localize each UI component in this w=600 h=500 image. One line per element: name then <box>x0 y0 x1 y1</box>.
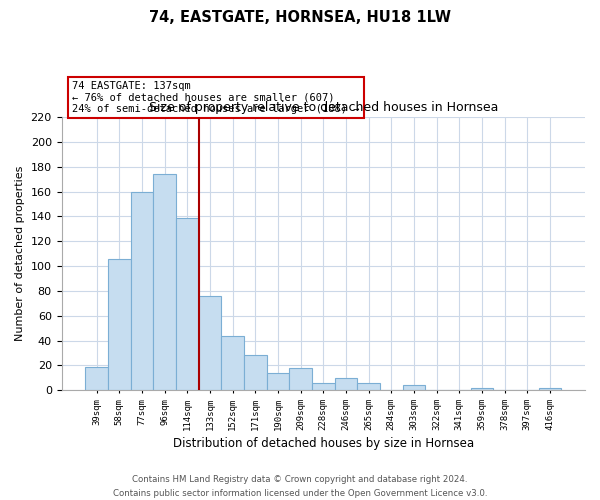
Bar <box>108 258 131 390</box>
Bar <box>470 388 493 390</box>
Bar <box>221 336 244 390</box>
Text: 74 EASTGATE: 137sqm
← 76% of detached houses are smaller (607)
24% of semi-detac: 74 EASTGATE: 137sqm ← 76% of detached ho… <box>72 81 359 114</box>
Bar <box>154 174 176 390</box>
Title: Size of property relative to detached houses in Hornsea: Size of property relative to detached ho… <box>149 102 498 114</box>
Text: Contains HM Land Registry data © Crown copyright and database right 2024.
Contai: Contains HM Land Registry data © Crown c… <box>113 476 487 498</box>
X-axis label: Distribution of detached houses by size in Hornsea: Distribution of detached houses by size … <box>173 437 474 450</box>
Text: 74, EASTGATE, HORNSEA, HU18 1LW: 74, EASTGATE, HORNSEA, HU18 1LW <box>149 10 451 25</box>
Bar <box>403 385 425 390</box>
Bar <box>312 382 335 390</box>
Bar <box>357 382 380 390</box>
Bar <box>539 388 561 390</box>
Bar <box>335 378 357 390</box>
Bar <box>199 296 221 390</box>
Y-axis label: Number of detached properties: Number of detached properties <box>15 166 25 342</box>
Bar <box>266 373 289 390</box>
Bar <box>244 356 266 390</box>
Bar <box>176 218 199 390</box>
Bar <box>289 368 312 390</box>
Bar <box>131 192 154 390</box>
Bar <box>85 366 108 390</box>
